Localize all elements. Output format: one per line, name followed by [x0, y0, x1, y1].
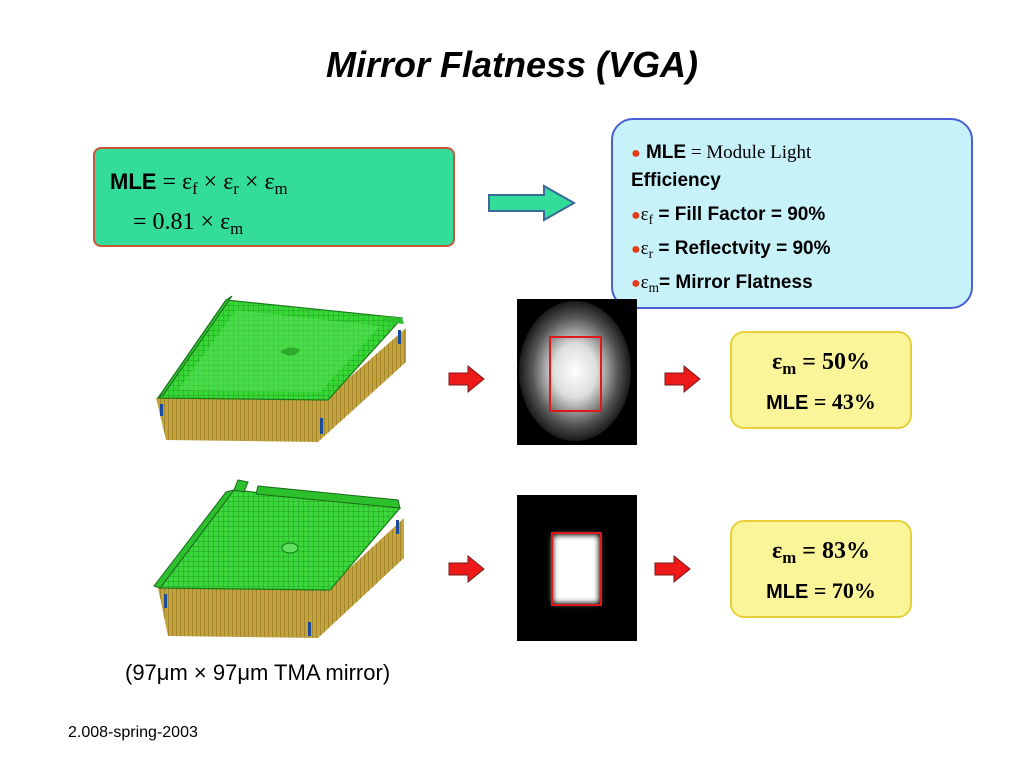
equation-times-1: ×	[203, 169, 218, 195]
result-eps-symbol: ε	[772, 349, 783, 375]
definition-fill-factor: ●εf = Fill Factor = 90%	[631, 204, 825, 226]
red-arrow-icon	[654, 555, 691, 583]
definition-eps-m: ε	[640, 272, 649, 293]
equation-eps-f-sub: f	[192, 179, 198, 199]
definition-eps-m-sub: m	[648, 279, 659, 295]
light-spot-sharp-image	[517, 495, 637, 641]
result-eps-symbol: ε	[772, 538, 783, 564]
definition-eps-f: ε	[640, 204, 649, 225]
definition-mle-text: = Module Light	[686, 142, 812, 163]
definition-mirror-flatness: ●εm= Mirror Flatness	[631, 272, 813, 294]
definition-reflectivity: ●εr = Reflectvity = 90%	[631, 238, 831, 260]
page-title: Mirror Flatness (VGA)	[325, 44, 699, 85]
result-eps-value: = 83%	[796, 538, 870, 564]
green-arrow-icon	[488, 184, 577, 222]
definition-eps-r: ε	[640, 238, 649, 259]
bullet-icon: ●	[631, 207, 641, 224]
result-eps-value: = 50%	[796, 349, 870, 375]
equation-eps-r-sub: r	[233, 179, 239, 199]
equation-eps-m: ε	[264, 169, 275, 195]
result-mle-label: MLE	[766, 392, 809, 414]
equation-mle-label: MLE	[110, 169, 157, 194]
definition-eps-f-sub: f	[648, 211, 654, 227]
definition-mle: ● MLE = Module Light	[631, 142, 811, 164]
equation-line-2: = 0.81 × εm	[133, 209, 244, 239]
equation-times-2: ×	[244, 169, 259, 195]
result-mle-line: MLE = 70%	[732, 578, 910, 604]
light-spot-diffuse-image	[517, 299, 637, 445]
equation-eps-r: ε	[223, 169, 234, 195]
equation-line-2-text: = 0.81 × ε	[133, 209, 231, 235]
red-arrow-icon	[664, 365, 701, 393]
result-mle-line: MLE = 43%	[732, 389, 910, 415]
definition-mle-label: MLE	[645, 142, 687, 163]
bullet-icon: ●	[631, 275, 641, 292]
result-mle-value: = 43%	[808, 389, 876, 414]
result-mle-value: = 70%	[808, 578, 876, 603]
equation-line-1: MLE = εf × εr × εm	[110, 169, 288, 199]
equation-line-2-sub: m	[230, 219, 244, 239]
result-eps-sub: m	[782, 548, 797, 568]
definition-mirror-flatness-text: = Mirror Flatness	[659, 272, 813, 293]
mle-equation-box: MLE = εf × εr × εm = 0.81 × εm	[93, 147, 455, 247]
result-eps-m-line: εm = 50%	[732, 349, 910, 379]
red-arrow-icon	[448, 555, 485, 583]
slide-footer: 2.008-spring-2003	[68, 724, 198, 741]
equation-eps-f: = ε	[162, 169, 193, 195]
mirror-surface-warped-image	[156, 295, 406, 442]
result-eps-sub: m	[782, 359, 797, 379]
bullet-icon: ●	[631, 241, 641, 258]
result-box-warped: εm = 50% MLE = 43%	[730, 331, 912, 429]
definition-reflectivity-text: = Reflectvity = 90%	[653, 238, 831, 259]
mirror-surface-flat-image	[153, 479, 404, 638]
definition-eps-r-sub: r	[648, 245, 654, 261]
result-mle-label: MLE	[766, 581, 809, 603]
mirror-caption: (97μm × 97μm TMA mirror)	[125, 660, 391, 685]
bullet-icon: ●	[631, 145, 641, 162]
result-box-flat: εm = 83% MLE = 70%	[730, 520, 912, 618]
definition-fill-factor-text: = Fill Factor = 90%	[653, 204, 826, 225]
red-arrow-icon	[448, 365, 485, 393]
equation-eps-m-sub: m	[274, 179, 288, 199]
result-eps-m-line: εm = 83%	[732, 538, 910, 568]
definition-mle-cont: Efficiency	[631, 170, 721, 191]
definitions-box: ● MLE = Module Light Efficiency ●εf = Fi…	[611, 118, 973, 309]
